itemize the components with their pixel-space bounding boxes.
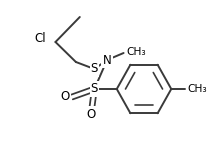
Text: O: O <box>87 108 96 121</box>
Text: N: N <box>103 54 111 67</box>
Text: S: S <box>91 62 98 76</box>
Text: S: S <box>91 82 98 95</box>
Text: CH₃: CH₃ <box>188 84 207 94</box>
Text: Cl: Cl <box>34 32 46 46</box>
Text: CH₃: CH₃ <box>127 47 146 57</box>
Text: O: O <box>61 90 70 103</box>
